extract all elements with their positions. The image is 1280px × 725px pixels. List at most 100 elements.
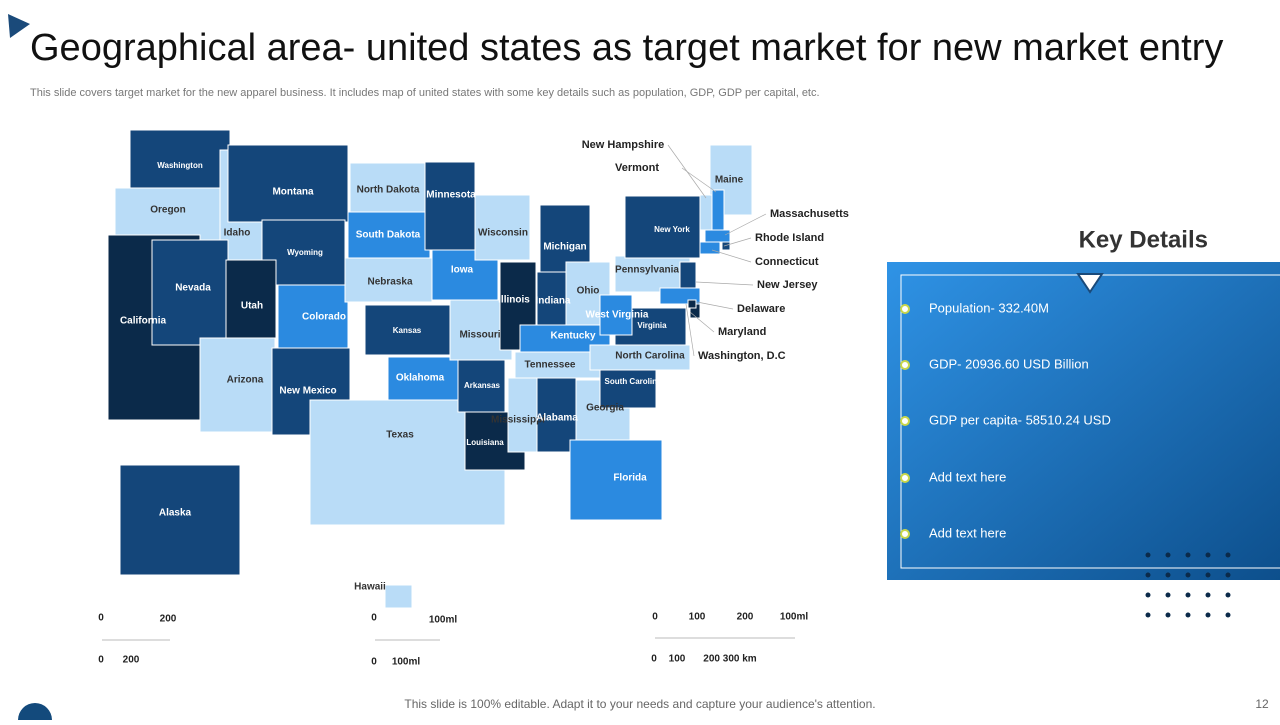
dot bbox=[1205, 572, 1211, 578]
dot bbox=[1205, 552, 1211, 558]
bullet bbox=[900, 416, 910, 426]
state-label: Alaska bbox=[159, 508, 192, 519]
state-label: South Dakota bbox=[356, 230, 421, 241]
key-list: Population- 332.40M GDP- 20936.60 USD Bil… bbox=[900, 300, 1111, 540]
state-label: Ohio bbox=[577, 286, 600, 297]
state-label: Arizona bbox=[227, 375, 264, 386]
state-label: Indiana bbox=[535, 296, 570, 307]
dot bbox=[1165, 572, 1171, 578]
state-label: Idaho bbox=[224, 228, 251, 239]
state-shape bbox=[349, 162, 426, 213]
dot bbox=[1225, 592, 1231, 598]
callout-line bbox=[695, 281, 754, 286]
key-item: GDP- 20936.60 USD Billion bbox=[929, 356, 1089, 371]
dot bbox=[1145, 592, 1151, 598]
scale-label: 0 bbox=[371, 657, 377, 668]
state-shape bbox=[424, 161, 476, 251]
bullet bbox=[900, 304, 910, 314]
state-shape bbox=[277, 284, 349, 351]
map: Washington Oregon California Idaho Nevada Mon… bbox=[98, 129, 849, 668]
state-label: Illinois bbox=[498, 295, 530, 306]
state-shape bbox=[151, 239, 229, 346]
state-label: West Virginia bbox=[586, 310, 649, 321]
dot bbox=[1145, 552, 1151, 558]
state-label: Colorado bbox=[302, 312, 346, 323]
state-shape bbox=[114, 187, 223, 241]
state-label: Virginia bbox=[637, 321, 667, 330]
state-label: Washington bbox=[157, 161, 203, 170]
state-label: North Carolina bbox=[615, 351, 685, 362]
dot bbox=[1225, 572, 1231, 578]
callout-label: Maryland bbox=[718, 326, 766, 338]
state-shape bbox=[384, 584, 413, 609]
small-state-shape bbox=[711, 189, 725, 231]
dot bbox=[1165, 552, 1171, 558]
state-label: Georgia bbox=[586, 403, 624, 414]
state-shape bbox=[129, 129, 231, 191]
dot bbox=[1185, 572, 1191, 578]
state-label: Kentucky bbox=[550, 331, 595, 342]
subtitle: This slide covers target market for the … bbox=[30, 87, 820, 99]
scale-label: 200 bbox=[160, 614, 177, 625]
callout-label: Connecticut bbox=[755, 256, 819, 268]
callout-line bbox=[723, 237, 752, 247]
callout-label: Washington, D.C bbox=[698, 350, 786, 362]
state-shape bbox=[614, 255, 691, 293]
state-label: Tennessee bbox=[525, 360, 576, 371]
scale-label: 0 bbox=[652, 612, 658, 623]
state-label: North Dakota bbox=[357, 185, 420, 196]
dot bbox=[1165, 612, 1171, 618]
small-state-shape bbox=[704, 229, 731, 243]
state-label: Maine bbox=[715, 175, 744, 186]
callout-label: New Jersey bbox=[757, 279, 818, 291]
scale-label: 200 300 km bbox=[703, 654, 756, 665]
state-shape bbox=[199, 337, 276, 433]
state-label: South Carolina bbox=[605, 377, 662, 386]
state-label: Louisiana bbox=[466, 438, 504, 447]
key-panel bbox=[887, 262, 1280, 580]
dot bbox=[1185, 552, 1191, 558]
footer-note: This slide is 100% editable. Adapt it to… bbox=[404, 697, 875, 711]
state-shape bbox=[119, 464, 241, 576]
state-label: Florida bbox=[613, 473, 647, 484]
callout-label: Delaware bbox=[737, 303, 785, 315]
state-label: Montana bbox=[272, 187, 314, 198]
scale-label: 0 bbox=[98, 655, 104, 666]
callout-line bbox=[696, 301, 734, 310]
key-item: GDP per capita- 58510.24 USD bbox=[929, 412, 1111, 427]
state-label: Kansas bbox=[393, 326, 422, 335]
small-state-shape bbox=[699, 241, 721, 255]
dot-grid bbox=[1145, 552, 1231, 618]
state-label: Missouri bbox=[459, 330, 500, 341]
bullet bbox=[900, 473, 910, 483]
small-state-shape bbox=[721, 241, 731, 251]
callout-label: Vermont bbox=[615, 162, 659, 174]
state-label: Michigan bbox=[543, 242, 586, 253]
dot bbox=[1145, 572, 1151, 578]
bullet bbox=[900, 360, 910, 370]
scale-label: 0 bbox=[371, 613, 377, 624]
key-title: Key Details bbox=[1079, 226, 1208, 253]
small-state-shape bbox=[687, 299, 697, 309]
state-shape bbox=[387, 356, 459, 401]
state-label: New York bbox=[654, 225, 690, 234]
dot bbox=[1165, 592, 1171, 598]
state-label: Wyoming bbox=[287, 248, 323, 257]
state-label: Oregon bbox=[150, 205, 186, 216]
scale-label: 200 bbox=[123, 655, 140, 666]
state-shape bbox=[364, 304, 451, 356]
state-shape bbox=[227, 144, 349, 223]
callout-line bbox=[681, 167, 717, 193]
state-shape bbox=[457, 359, 506, 413]
dot bbox=[1225, 552, 1231, 558]
scale-label: 100 bbox=[669, 654, 686, 665]
scale-label: 0 bbox=[98, 613, 104, 624]
key-item: Add text here bbox=[929, 525, 1006, 540]
state-shape bbox=[225, 259, 277, 341]
state-shape bbox=[507, 377, 538, 453]
dot bbox=[1145, 612, 1151, 618]
small-state-shape bbox=[699, 194, 713, 231]
state-label: Wisconsin bbox=[478, 228, 528, 239]
state-label: California bbox=[120, 316, 167, 327]
